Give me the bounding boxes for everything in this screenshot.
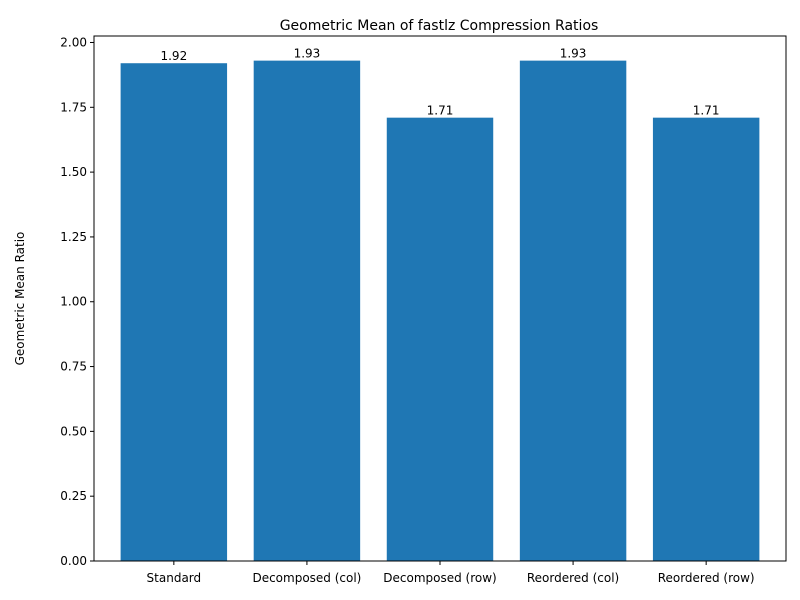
y-tick-label: 1.50 [60, 165, 87, 179]
bars-group [120, 60, 760, 562]
chart-title: Geometric Mean of fastlz Compression Rat… [280, 18, 599, 34]
y-tick-label: 0.75 [60, 360, 87, 374]
bar-value-label: 1.93 [294, 47, 321, 61]
x-tick-label: Reordered (col) [527, 571, 619, 585]
y-axis-title: Geometric Mean Ratio [13, 232, 27, 366]
plot-frame [93, 35, 787, 562]
y-axis: 0.00 0.25 0.50 0.75 1.00 1.25 1.50 1.75 2.00 [60, 35, 94, 568]
bar-value-label: 1.71 [693, 104, 720, 118]
y-tick-label: 2.00 [60, 35, 87, 49]
x-tick-label: Standard [147, 571, 202, 585]
bar-value-label: 1.71 [427, 104, 454, 118]
bar-0 [120, 63, 228, 561]
bar-2 [386, 117, 494, 562]
x-axis: Standard Decomposed (col) Decomposed (row)… [147, 561, 755, 585]
y-tick-label: 0.50 [60, 424, 87, 438]
bar-1 [253, 60, 361, 561]
bar-value-label: 1.93 [560, 47, 587, 61]
y-tick-label: 1.00 [60, 295, 87, 309]
x-tick-label: Decomposed (col) [252, 571, 361, 585]
y-tick-label: 0.00 [60, 554, 87, 568]
bar-4 [652, 117, 760, 562]
x-tick-label: Decomposed (row) [383, 571, 496, 585]
bar-3 [519, 60, 627, 561]
bar-labels-group: 1.92 1.93 1.71 1.93 1.71 [160, 47, 719, 118]
y-tick-label: 1.75 [60, 100, 87, 114]
x-tick-label: Reordered (row) [658, 571, 755, 585]
y-tick-label: 0.25 [60, 489, 87, 503]
bar-value-label: 1.92 [160, 49, 187, 63]
y-tick-label: 1.25 [60, 230, 87, 244]
